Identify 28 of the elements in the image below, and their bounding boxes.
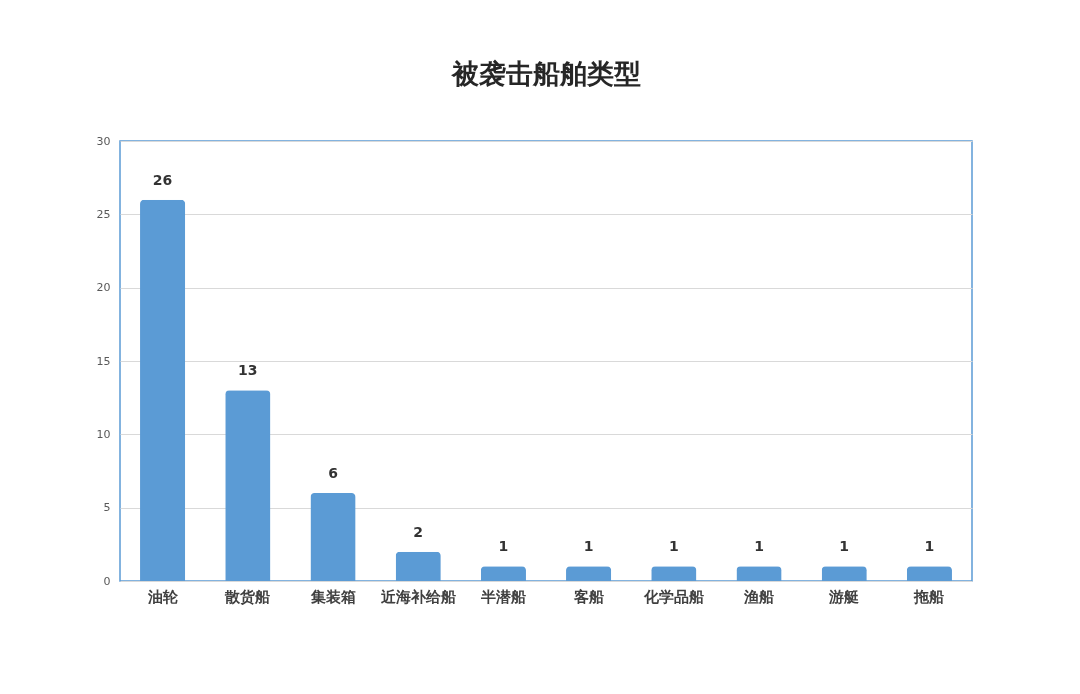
chart-title: 被袭击船舶类型: [450, 58, 641, 89]
x-tick-label: 半潜船: [479, 587, 526, 606]
data-label: 1: [754, 538, 764, 555]
data-label: 2: [413, 523, 424, 540]
data-label: 1: [668, 538, 679, 555]
x-tick-label: 散货船: [224, 587, 271, 606]
x-tick-label: 拖船: [913, 587, 945, 606]
x-tick-label: 客船: [572, 587, 604, 606]
data-label: 6: [328, 465, 338, 481]
x-tick-label: 近海补给船: [379, 587, 456, 606]
data-label: 13: [238, 362, 258, 379]
y-tick-label: 20: [96, 281, 111, 295]
y-tick-label: 0: [103, 574, 111, 588]
y-tick-label: 10: [96, 427, 111, 441]
data-label: 1: [498, 538, 509, 555]
y-tick-label: 5: [103, 501, 111, 515]
x-tick-label: 渔船: [743, 587, 774, 606]
x-tick-label: 油轮: [146, 587, 179, 606]
x-tick-label: 化学品船: [642, 587, 704, 606]
x-tick-label: 集装箱: [309, 587, 356, 606]
x-tick-label: 游艇: [828, 587, 860, 606]
y-tick-label: 15: [96, 354, 111, 368]
y-tick-label: 30: [96, 134, 111, 148]
y-tick-label: 25: [96, 207, 111, 221]
data-label: 1: [924, 538, 935, 555]
data-label: 1: [839, 538, 850, 555]
data-label: 1: [583, 538, 594, 555]
data-label: 26: [152, 171, 173, 188]
